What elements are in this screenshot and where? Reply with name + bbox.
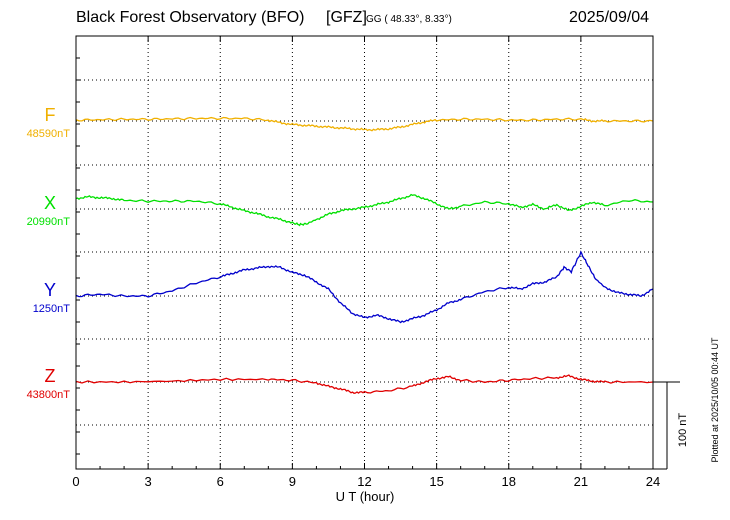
- channel-letter-X: X: [43, 193, 56, 213]
- x-tick-label-6: 6: [216, 474, 224, 489]
- channel-baseline-Y: 1250nT: [32, 303, 70, 315]
- plotted-timestamp: Plotted at 2025/10/05 00:44 UT: [710, 337, 720, 463]
- channel-baseline-Z: 43800nT: [26, 389, 70, 401]
- x-tick-label-15: 15: [429, 474, 444, 489]
- coordinates-label: GG ( 48.33°, 8.33°): [366, 14, 452, 25]
- channel-letter-Z: Z: [44, 366, 56, 386]
- channel-baseline-X: 20990nT: [26, 216, 70, 228]
- x-axis-label: U T (hour): [335, 489, 395, 504]
- x-tick-label-9: 9: [288, 474, 296, 489]
- x-tick-label-3: 3: [144, 474, 152, 489]
- x-tick-label-24: 24: [645, 474, 661, 489]
- grid: [75, 36, 654, 469]
- scale-bar-label: 100 nT: [677, 412, 689, 448]
- channel-baseline-F: 48590nT: [26, 128, 70, 140]
- channel-letter-F: F: [44, 105, 56, 125]
- series-line-F: [75, 116, 654, 132]
- x-tick-label-18: 18: [501, 474, 516, 489]
- chart-title: Black Forest Observatory (BFO): [76, 9, 305, 26]
- x-tick-label-12: 12: [357, 474, 372, 489]
- series-line-Z: [75, 374, 654, 394]
- x-tick-label-21: 21: [573, 474, 589, 489]
- x-tick-label-0: 0: [72, 474, 80, 489]
- series-lines: [75, 116, 654, 394]
- date-label: 2025/09/04: [569, 9, 650, 26]
- plot-frame: [75, 35, 654, 470]
- series-line-X: [75, 193, 654, 227]
- series-line-Y: [75, 250, 654, 324]
- source-label: [GFZ]: [326, 9, 367, 26]
- channel-letter-Y: Y: [43, 280, 56, 300]
- scale-bar: [653, 381, 680, 470]
